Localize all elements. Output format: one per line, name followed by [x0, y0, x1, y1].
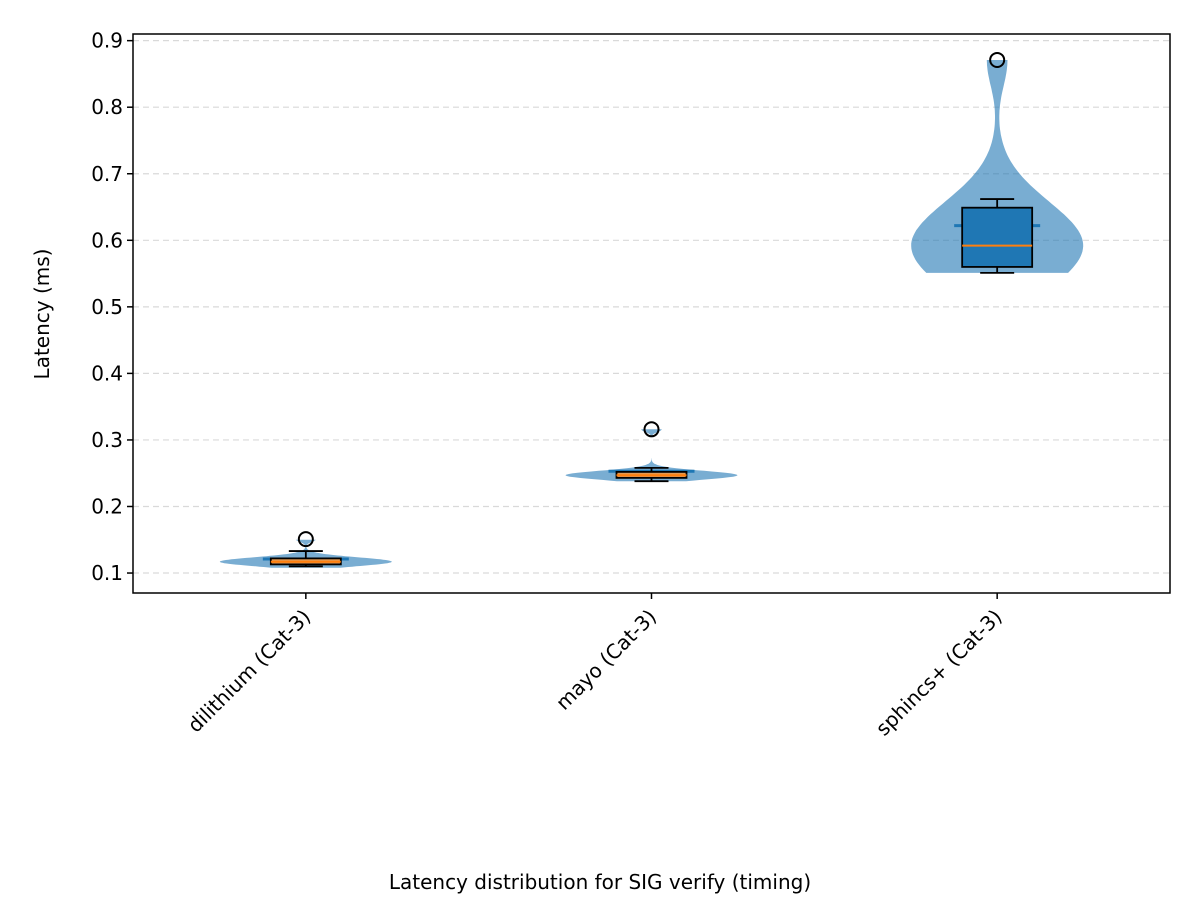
y-tick-label: 0.2 [91, 494, 123, 518]
y-tick-label: 0.8 [91, 95, 123, 119]
y-tick-label: 0.4 [91, 361, 123, 385]
y-tick-label: 0.3 [91, 428, 123, 452]
y-tick-label: 0.1 [91, 561, 123, 585]
y-axis-label: Latency (ms) [30, 249, 54, 380]
violin-layer [219, 60, 1084, 568]
box-layer [269, 51, 1034, 568]
violin-body [911, 60, 1084, 273]
y-tick-label: 0.7 [91, 162, 123, 186]
outlier-point [989, 51, 1006, 68]
x-axis-ticks: dilithium (Cat-3) mayo (Cat-3) sphincs+ (C… [183, 593, 1007, 740]
outlier-point [643, 421, 660, 438]
chart-caption: Latency distribution for SIG verify (tim… [389, 870, 811, 894]
y-tick-label: 0.9 [91, 29, 123, 53]
box-iqr [961, 206, 1034, 268]
grid-layer [133, 40, 1170, 574]
outlier-point [297, 531, 314, 548]
x-tick-label: dilithium (Cat-3) [183, 605, 316, 738]
y-axis-ticks: 0.1 0.2 0.3 0.4 0.5 0.6 0.7 0.8 0.9 [91, 29, 133, 585]
y-tick-label: 0.6 [91, 228, 123, 252]
plot-frame [132, 33, 1171, 594]
y-tick-label: 0.5 [91, 295, 123, 319]
x-tick-label: sphincs+ (Cat-3) [871, 605, 1007, 741]
x-tick-label: mayo (Cat-3) [551, 605, 661, 715]
